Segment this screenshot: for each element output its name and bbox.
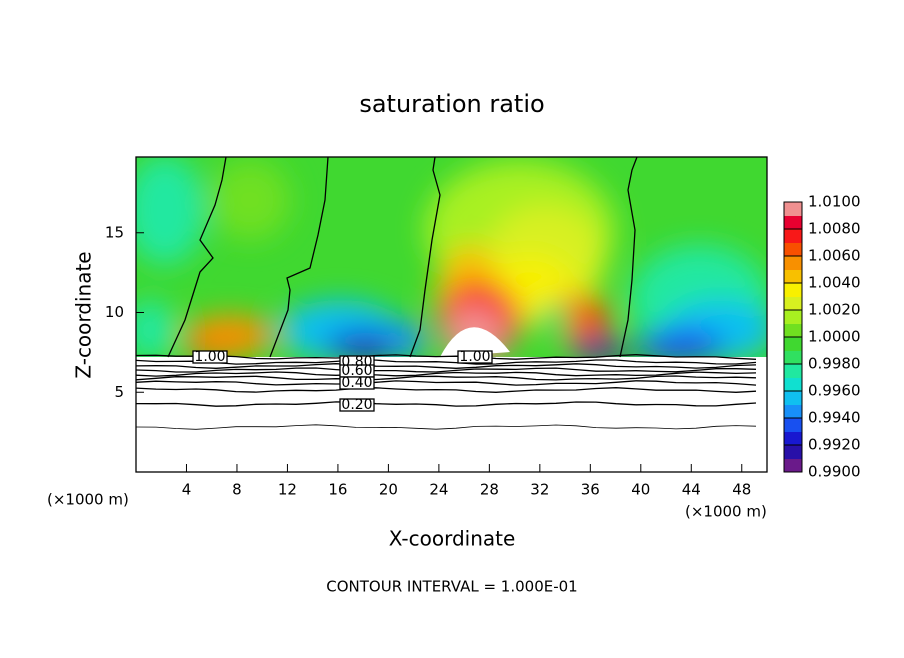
- plot-frame: [135, 156, 768, 473]
- colorbar-band: [784, 364, 802, 378]
- colorbar-band: [784, 229, 802, 243]
- field-region: [185, 315, 275, 355]
- field-region: [635, 329, 725, 357]
- field-region: [385, 322, 425, 357]
- colorbar-tick-label: 0.9900: [808, 463, 861, 481]
- y-tick-label: 15: [105, 223, 124, 241]
- colorbar-band: [784, 377, 802, 392]
- colorbar-tick-label: 0.9960: [808, 382, 861, 400]
- field-region: [570, 340, 630, 357]
- contour-line: [135, 354, 757, 360]
- color-field: [136, 157, 767, 357]
- colorbar-tick-label: 1.0000: [808, 328, 861, 346]
- x-tick-label: 28: [480, 481, 499, 499]
- x-tick-label: 36: [581, 481, 600, 499]
- x-tick-label: 32: [530, 481, 549, 499]
- colorbar-band: [784, 296, 802, 311]
- x-axis-label: X-coordinate: [389, 527, 516, 551]
- footer: CONTOUR INTERVAL = 1.000E-01: [326, 578, 577, 596]
- contour-line: [135, 387, 757, 393]
- colorbar-band: [784, 391, 802, 405]
- colorbar-band: [784, 215, 802, 230]
- dry-region: [440, 327, 510, 357]
- contour-line: [135, 363, 757, 369]
- field-region: [537, 304, 573, 336]
- colorbar-band: [784, 323, 802, 338]
- colorbar-tick-label: 1.0020: [808, 301, 861, 319]
- colorbar-band: [784, 458, 802, 473]
- x-unit-label: (×1000 m): [685, 503, 767, 521]
- contour-label-bg: [339, 398, 375, 412]
- contour-line: [135, 359, 757, 365]
- field-region: [136, 157, 205, 265]
- contour-label-bg: [339, 376, 375, 390]
- contour-line: [409, 156, 441, 358]
- colorbar-band: [784, 337, 802, 351]
- x-tick-label: 20: [379, 481, 398, 499]
- contour-label-bg: [192, 350, 228, 364]
- contour-label-bg: [457, 350, 493, 364]
- x-tick-label: 48: [732, 481, 751, 499]
- contour-line: [167, 156, 227, 358]
- colorbar-band: [784, 445, 802, 459]
- colorbar-band: [784, 269, 802, 284]
- colorbar-band: [784, 310, 802, 324]
- colorbar-tick-label: 1.0080: [808, 220, 861, 238]
- contour-line: [135, 371, 757, 377]
- y-axis-label: Z-coordinate: [72, 251, 96, 378]
- colorbar-band: [784, 242, 802, 257]
- x-tick-label: 12: [278, 481, 297, 499]
- colorbar-band: [784, 418, 802, 432]
- y-unit-label: (×1000 m): [47, 491, 129, 509]
- contours: 1.00 1.000.800.600.400.20: [135, 156, 757, 430]
- field-region: [210, 160, 290, 240]
- y-tick-label: 10: [105, 303, 124, 321]
- x-tick-label: 24: [429, 481, 448, 499]
- x-tick-label: 8: [232, 481, 242, 499]
- colorbar-tick-label: 1.0060: [808, 247, 861, 265]
- contour-label: 0.40: [341, 375, 372, 391]
- contour-line: [135, 375, 757, 381]
- contour-line: [269, 156, 329, 358]
- colorbar-band: [784, 404, 802, 419]
- colorbar-tick-label: 1.0100: [808, 193, 861, 211]
- colorbar-band: [784, 283, 802, 297]
- x-tick-label: 40: [631, 481, 650, 499]
- contour-line: [619, 156, 638, 358]
- contour-label: 1.00: [194, 349, 225, 365]
- contour-line: [135, 380, 757, 386]
- contour-line: [135, 401, 757, 407]
- contour-line: [135, 424, 757, 430]
- colorbar-band: [784, 256, 802, 270]
- chart-title: saturation ratio: [359, 90, 544, 118]
- contour-label: 0.60: [341, 363, 372, 379]
- colorbar-band: [784, 431, 802, 446]
- y-tick-label: 5: [114, 383, 124, 401]
- colorbar-tick-label: 1.0040: [808, 274, 861, 292]
- x-tick-label: 44: [682, 481, 701, 499]
- x-tick-label: 16: [328, 481, 347, 499]
- colorbar-band: [784, 350, 802, 365]
- contour-line: [135, 367, 757, 373]
- x-tick-label: 4: [182, 481, 192, 499]
- colorbar: 0.9900 0.9920 0.9940 0.9960 0.9980 1.0000 1.00…: [783, 193, 861, 481]
- contour-label: 0.20: [341, 397, 372, 413]
- contour-label: 1.00: [459, 349, 490, 365]
- colorbar-band: [784, 202, 802, 216]
- colorbar-tick-label: 0.9980: [808, 355, 861, 373]
- colorbar-tick-label: 0.9940: [808, 409, 861, 427]
- field-region: [136, 300, 175, 357]
- colorbar-tick-label: 0.9920: [808, 436, 861, 454]
- field-blobs: [136, 157, 767, 357]
